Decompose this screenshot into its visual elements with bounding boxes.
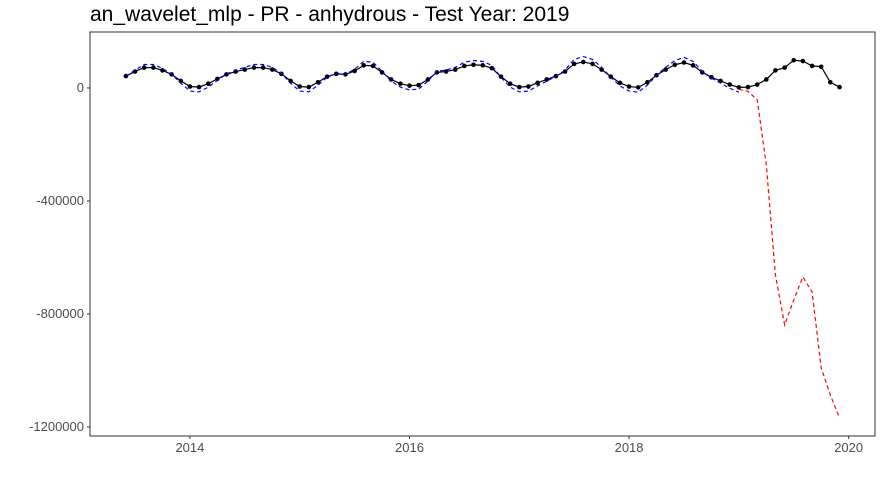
data-point	[242, 67, 248, 72]
y-tick-label: -800000	[36, 306, 84, 321]
data-point	[452, 67, 458, 72]
chart-title: an_wavelet_mlp - PR - anhydrous - Test Y…	[90, 3, 569, 26]
data-point	[773, 68, 778, 73]
data-point	[580, 59, 586, 65]
data-point	[571, 61, 577, 67]
data-point	[306, 84, 312, 90]
series-line	[125, 55, 740, 93]
y-tick-label: -1200000	[29, 419, 84, 434]
data-point	[754, 82, 760, 87]
data-point	[425, 77, 431, 82]
data-point	[251, 65, 257, 70]
data-point	[590, 61, 595, 67]
data-point	[471, 62, 476, 68]
data-point	[196, 84, 202, 90]
data-point	[818, 64, 824, 70]
data-point	[379, 70, 385, 75]
data-point	[361, 63, 367, 68]
data-point	[462, 63, 467, 69]
data-point	[800, 58, 806, 64]
data-point	[526, 84, 531, 89]
data-point	[727, 82, 733, 87]
data-point	[645, 79, 650, 85]
data-point	[700, 70, 705, 75]
data-point	[544, 77, 550, 82]
data-point	[187, 84, 193, 89]
data-point	[764, 77, 769, 82]
data-point	[297, 84, 302, 89]
data-point	[398, 81, 403, 87]
y-tick-label: -400000	[36, 193, 84, 208]
data-point	[745, 84, 751, 90]
x-tick-label: 2020	[834, 440, 863, 455]
data-point	[352, 68, 357, 74]
data-point	[507, 81, 513, 87]
data-point	[151, 65, 156, 70]
data-point	[141, 65, 147, 70]
x-tick-label: 2018	[615, 440, 644, 455]
data-point	[681, 60, 687, 65]
x-tick-label: 2014	[175, 440, 204, 455]
x-tick-label: 2016	[395, 440, 424, 455]
data-point	[205, 81, 211, 87]
data-point	[407, 83, 412, 88]
data-point	[809, 63, 815, 69]
data-point	[837, 84, 842, 90]
data-point	[178, 78, 184, 84]
data-point	[535, 80, 540, 86]
data-point	[635, 85, 641, 90]
data-point	[516, 84, 522, 90]
data-point	[791, 57, 797, 63]
data-point	[828, 79, 833, 85]
data-point	[663, 67, 668, 72]
plot-panel	[89, 31, 876, 437]
data-point	[690, 63, 696, 68]
data-point	[672, 62, 678, 68]
series-line	[738, 88, 841, 419]
data-point	[370, 63, 376, 69]
data-point	[416, 82, 421, 88]
data-point	[736, 85, 742, 90]
data-point	[480, 63, 486, 68]
data-point	[626, 84, 632, 89]
data-point	[617, 80, 623, 86]
data-point	[434, 70, 440, 75]
y-tick-label: 0	[77, 80, 84, 95]
data-point	[782, 65, 787, 70]
data-point	[260, 65, 266, 70]
